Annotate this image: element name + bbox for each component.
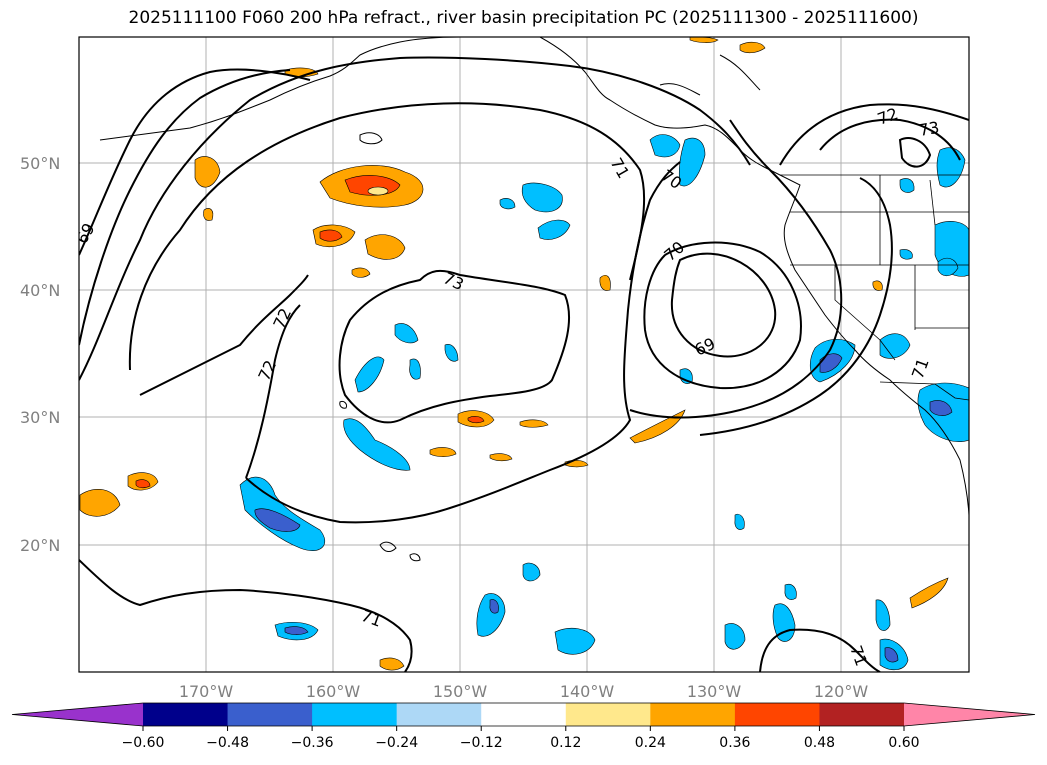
lon-label: 130°W	[687, 682, 742, 701]
colorbar-tick-label: 0.12	[550, 735, 581, 751]
state-borders	[780, 174, 969, 401]
colorbar-tick-label: −0.24	[375, 735, 418, 751]
colorbar-extend-low	[12, 703, 143, 726]
longitude-labels: 170°W 160°W 150°W 140°W 130°W 120°W	[179, 682, 869, 701]
colorbar-tick-label: 0.48	[804, 735, 835, 751]
latitude-labels: 50°N 40°N 30°N 20°N	[20, 154, 60, 555]
colorbar-extend-high	[904, 703, 1035, 726]
lon-label: 160°W	[306, 682, 361, 701]
lon-label: 150°W	[433, 682, 488, 701]
lat-label: 40°N	[20, 281, 60, 300]
colorbar-segment	[312, 703, 398, 726]
lon-label: 170°W	[179, 682, 234, 701]
colorbar-tick-label: 0.36	[719, 735, 750, 751]
lat-label: 20°N	[20, 536, 60, 555]
colorbar-ticks: −0.60 −0.48 −0.36 −0.24 −0.12 0.12 0.24 0.36 0.4…	[122, 726, 920, 751]
coastlines	[99, 37, 969, 562]
colorbar-tick-label: −0.48	[206, 735, 249, 751]
colorbar-segment	[227, 703, 313, 726]
colorbar-tick-label: −0.36	[291, 735, 334, 751]
colorbar-segment	[650, 703, 736, 726]
gridlines	[79, 37, 969, 672]
colorbar-tick-label: 0.60	[888, 735, 919, 751]
colorbar-segment	[481, 703, 567, 726]
colorbar	[11, 702, 1036, 727]
precip-positive-patches	[79, 37, 949, 671]
refractivity-contours	[79, 56, 969, 672]
colorbar-segment	[396, 703, 482, 726]
lat-label: 30°N	[20, 408, 60, 427]
colorbar-segment	[819, 703, 905, 726]
colorbar-segment	[143, 703, 229, 726]
colorbar-segment	[734, 703, 820, 726]
colorbar-tick-label: −0.12	[460, 735, 503, 751]
colorbar-tick-label: 0.24	[635, 735, 666, 751]
colorbar-segment	[565, 703, 651, 726]
contour-label: 73	[917, 118, 940, 140]
map-title: 2025111100 F060 200 hPa refract., river …	[128, 8, 919, 28]
colorbar-tick-label: −0.60	[122, 735, 165, 751]
lon-label: 120°W	[814, 682, 869, 701]
lat-label: 50°N	[20, 154, 60, 173]
lon-label: 140°W	[560, 682, 615, 701]
plot-frame	[78, 36, 970, 673]
